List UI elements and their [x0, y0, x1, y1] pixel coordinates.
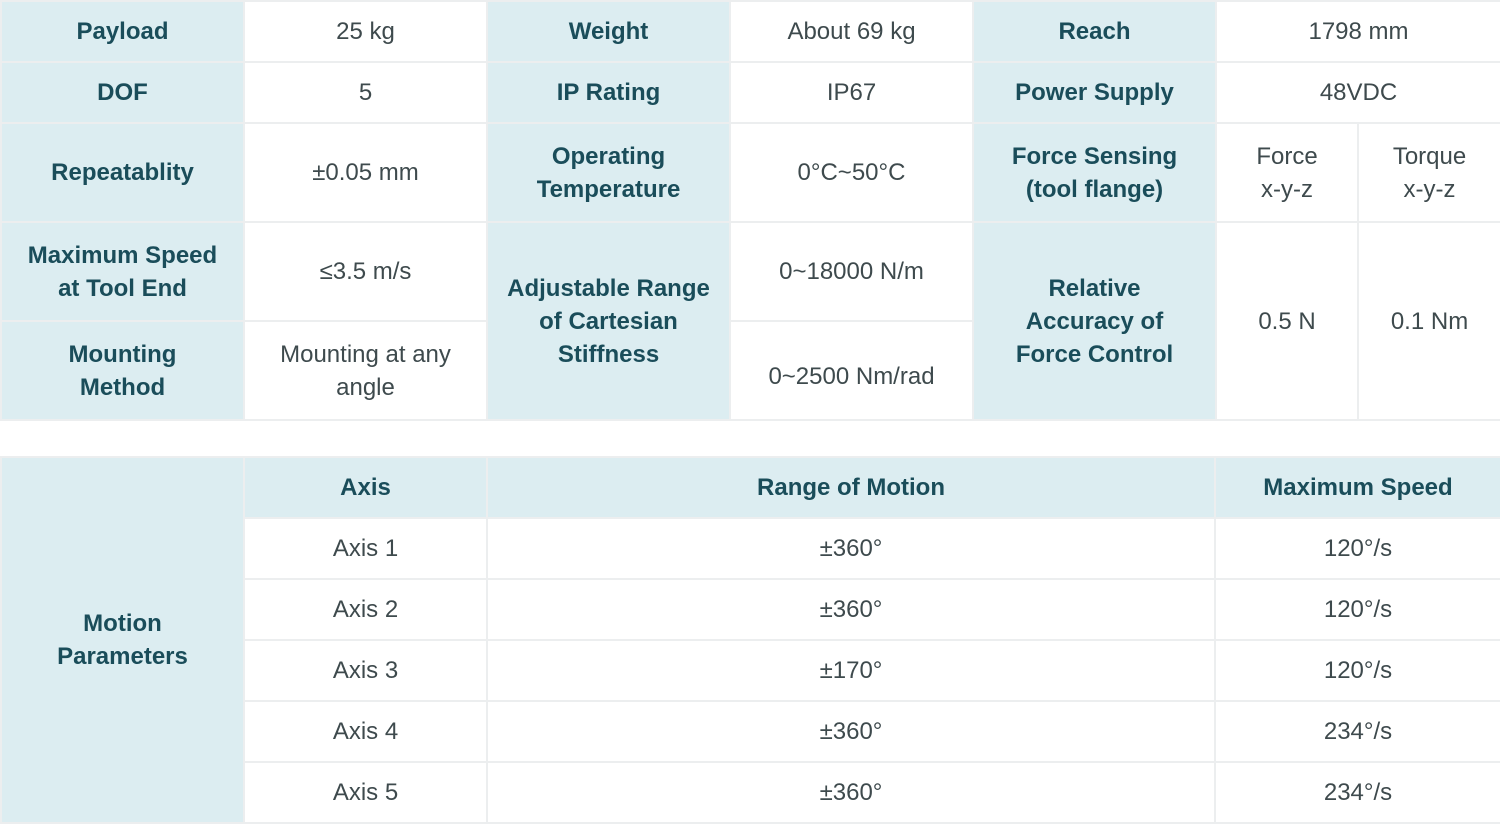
axis-range: ±360°	[486, 517, 1216, 580]
axis-speed: 120°/s	[1214, 517, 1500, 580]
stiffness-label: Adjustable Range of Cartesian Stiffness	[486, 221, 731, 421]
weight-value: About 69 kg	[729, 0, 974, 63]
table-row: Axis 1 ±360° 120°/s	[1, 517, 1500, 580]
table-row: Axis 5 ±360° 234°/s	[1, 761, 1500, 824]
range-column-header: Range of Motion	[486, 456, 1216, 519]
axis-range: ±170°	[486, 639, 1216, 702]
force-sensing-label: Force Sensing (tool flange)	[972, 122, 1217, 223]
mounting-method-label: Mounting Method	[0, 320, 245, 421]
max-speed-label: Maximum Speed at Tool End	[0, 221, 245, 322]
spec-row-repeatability: Repeatablity ±0.05 mm Operating Temperat…	[0, 122, 1500, 223]
motion-header-row: Motion Parameters Axis Range of Motion M…	[0, 456, 1500, 824]
speed-column-header: Maximum Speed	[1214, 456, 1500, 519]
axis-name: Axis 2	[243, 578, 488, 641]
force-column-header: Force x-y-z	[1215, 122, 1359, 223]
axis-range: ±360°	[486, 761, 1216, 824]
mounting-method-value: Mounting at any angle	[243, 320, 488, 421]
motion-parameters-label: Motion Parameters	[0, 456, 245, 824]
torque-column-header: Torque x-y-z	[1356, 122, 1500, 223]
force-accuracy-value: 0.5 N	[1215, 221, 1359, 421]
spec-row-dof: DOF 5 IP Rating IP67 Power Supply 48VDC	[0, 61, 1500, 124]
table-row: Axis 4 ±360° 234°/s	[1, 700, 1500, 763]
axis-speed: 120°/s	[1214, 578, 1500, 641]
axis-speed: 234°/s	[1214, 700, 1500, 763]
axis-name: Axis 1	[243, 517, 488, 580]
table-row: Axis 2 ±360° 120°/s	[1, 578, 1500, 641]
payload-value: 25 kg	[243, 0, 488, 63]
axis-name: Axis 5	[243, 761, 488, 824]
spec-row-max-speed: Maximum Speed at Tool End ≤3.5 m/s Adjus…	[0, 221, 1500, 421]
operating-temperature-value: 0°C~50°C	[729, 122, 974, 223]
torque-accuracy-value: 0.1 Nm	[1356, 221, 1500, 421]
axis-name: Axis 3	[243, 639, 488, 702]
ip-rating-value: IP67	[729, 61, 974, 124]
force-accuracy-label: Relative Accuracy of Force Control	[972, 221, 1217, 421]
spec-row-mounting: Mounting Method Mounting at any angle 0~…	[0, 320, 1500, 421]
axis-speed: 120°/s	[1214, 639, 1500, 702]
power-supply-value: 48VDC	[1214, 61, 1500, 124]
spec-row-payload: Payload 25 kg Weight About 69 kg Reach 1…	[0, 0, 1500, 63]
repeatability-label: Repeatablity	[0, 122, 245, 223]
dof-value: 5	[243, 61, 488, 124]
payload-label: Payload	[0, 0, 245, 63]
axis-name: Axis 4	[243, 700, 488, 763]
stiffness-value-rotational: 0~2500 Nm/rad	[729, 320, 974, 421]
ip-rating-label: IP Rating	[486, 61, 731, 124]
reach-label: Reach	[972, 0, 1217, 63]
weight-label: Weight	[486, 0, 731, 63]
specifications-table: Payload 25 kg Weight About 69 kg Reach 1…	[0, 0, 1500, 421]
dof-label: DOF	[0, 61, 245, 124]
repeatability-value: ±0.05 mm	[243, 122, 488, 223]
axis-range: ±360°	[486, 700, 1216, 763]
motion-parameters-table: Motion Parameters Axis Range of Motion M…	[0, 456, 1500, 824]
reach-value: 1798 mm	[1214, 0, 1500, 63]
axis-range: ±360°	[486, 578, 1216, 641]
table-row: Axis 3 ±170° 120°/s	[1, 639, 1500, 702]
axis-speed: 234°/s	[1214, 761, 1500, 824]
power-supply-label: Power Supply	[972, 61, 1217, 124]
max-speed-value: ≤3.5 m/s	[243, 221, 488, 322]
stiffness-value-translational: 0~18000 N/m	[729, 221, 974, 322]
axis-column-header: Axis	[243, 456, 488, 519]
operating-temperature-label: Operating Temperature	[486, 122, 731, 223]
